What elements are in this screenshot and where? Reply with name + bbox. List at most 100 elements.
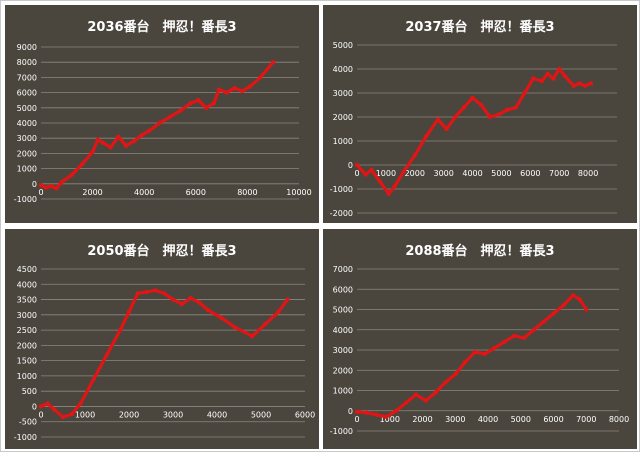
data-point xyxy=(364,410,370,415)
chart-panel-2037: 2037番台 押忍！番長3 -2000 -1000 0 1000 2000 3000 4000… xyxy=(323,5,637,223)
data-point xyxy=(386,191,391,196)
y-tick-label: 7000 xyxy=(333,265,353,274)
data-point xyxy=(43,185,49,190)
chart-title: 2088番台 押忍！番長3 xyxy=(405,243,554,259)
data-point xyxy=(196,98,201,103)
data-point xyxy=(482,351,487,357)
y-tick-label: 5000 xyxy=(333,41,353,50)
y-tick-label: 1000 xyxy=(333,387,353,396)
chart-title: 2050番台 押忍！番長3 xyxy=(87,243,236,259)
data-point xyxy=(271,60,276,65)
data-point xyxy=(118,327,123,333)
data-point xyxy=(276,309,281,314)
data-point xyxy=(453,114,458,120)
data-point xyxy=(561,303,566,308)
data-point xyxy=(521,335,527,341)
x-tick-label: 6000 xyxy=(295,410,315,419)
x-tick-label: 3000 xyxy=(445,415,465,424)
data-point xyxy=(69,172,75,177)
x-tick-label: 4000 xyxy=(207,410,227,419)
y-tick-label: -1000 xyxy=(330,427,353,436)
chart-panel-2050: 2050番台 押忍！番長3 -1000 -500 0 500 1000 1500 2000 25… xyxy=(5,229,319,449)
y-tick-label: 8000 xyxy=(17,58,37,67)
y-tick-label: 0 xyxy=(32,180,37,189)
data-point xyxy=(95,137,100,142)
y-tick-label: 4000 xyxy=(17,280,37,289)
data-point xyxy=(131,139,137,144)
y-tick-label: 3000 xyxy=(17,134,37,143)
data-point xyxy=(545,71,550,77)
data-point xyxy=(247,84,253,89)
data-point xyxy=(487,114,493,120)
data-point xyxy=(369,167,374,172)
series-line xyxy=(39,60,275,190)
data-point xyxy=(188,101,193,106)
data-point xyxy=(541,319,546,324)
data-point xyxy=(470,95,475,101)
chart-1: 2037番台 押忍！番長3-2000-100001000200030004000… xyxy=(330,19,617,218)
data-point xyxy=(69,411,75,417)
data-point xyxy=(126,309,132,314)
y-tick-label: 0 xyxy=(348,407,353,416)
data-point xyxy=(90,149,95,155)
data-point xyxy=(250,334,255,339)
x-tick-label: 0 xyxy=(354,415,359,424)
data-point xyxy=(60,414,66,420)
data-point xyxy=(551,311,556,316)
data-point xyxy=(188,295,193,301)
x-tick-label: 1000 xyxy=(75,410,95,419)
data-point xyxy=(584,307,589,312)
x-tick-label: 6000 xyxy=(520,169,540,178)
data-point xyxy=(144,289,149,295)
data-point xyxy=(505,107,510,113)
x-tick-label: 2000 xyxy=(412,415,432,424)
data-point xyxy=(116,134,121,139)
x-tick-label: 8000 xyxy=(237,188,257,197)
chart-panel-2036: 2036番台 押忍！番長3 -1000 0 1000 2000 3000 4000 5000 6… xyxy=(5,5,319,223)
data-point xyxy=(263,321,268,327)
data-point xyxy=(374,412,379,417)
chart-3: 2088番台 押忍！番長3-10000100020003000400050006… xyxy=(330,243,629,436)
y-tick-label: -1000 xyxy=(330,185,353,194)
data-point xyxy=(413,392,419,397)
data-point xyxy=(216,87,222,92)
data-point xyxy=(153,288,158,293)
y-tick-label: 4000 xyxy=(333,326,353,335)
x-tick-label: 7000 xyxy=(576,415,596,424)
x-tick-label: 0 xyxy=(38,410,43,419)
data-point xyxy=(461,105,467,110)
data-point xyxy=(38,183,44,188)
data-point xyxy=(224,90,229,95)
y-tick-label: 0 xyxy=(348,161,353,170)
y-tick-label: 3000 xyxy=(333,89,353,98)
y-tick-label: -1000 xyxy=(14,433,37,442)
data-point xyxy=(444,126,449,132)
y-tick-label: 5000 xyxy=(17,104,37,113)
data-point xyxy=(551,76,556,81)
x-tick-label: 5000 xyxy=(491,169,511,178)
y-tick-label: -1000 xyxy=(14,195,37,204)
x-tick-label: 2000 xyxy=(119,410,139,419)
data-point xyxy=(531,76,536,81)
data-point xyxy=(211,101,217,106)
data-point xyxy=(443,380,448,385)
data-point xyxy=(492,345,497,351)
data-point xyxy=(453,372,458,377)
y-tick-label: 4000 xyxy=(17,119,37,128)
y-tick-label: 5000 xyxy=(333,306,353,315)
x-tick-label: 6000 xyxy=(186,188,206,197)
data-point xyxy=(562,74,568,79)
data-point xyxy=(162,291,167,296)
data-point xyxy=(401,170,406,175)
x-tick-label: 7000 xyxy=(549,169,569,178)
x-tick-label: 8000 xyxy=(609,415,629,424)
data-point xyxy=(363,172,368,177)
chart-panel-2088: 2088番台 押忍！番長3 -1000 0 1000 2000 3000 4000 5000 6… xyxy=(323,229,637,449)
data-point xyxy=(285,297,290,302)
data-point xyxy=(178,108,183,114)
x-tick-label: 3000 xyxy=(163,410,183,419)
x-tick-label: 6000 xyxy=(543,415,563,424)
data-point xyxy=(108,145,113,150)
data-point xyxy=(588,81,594,86)
